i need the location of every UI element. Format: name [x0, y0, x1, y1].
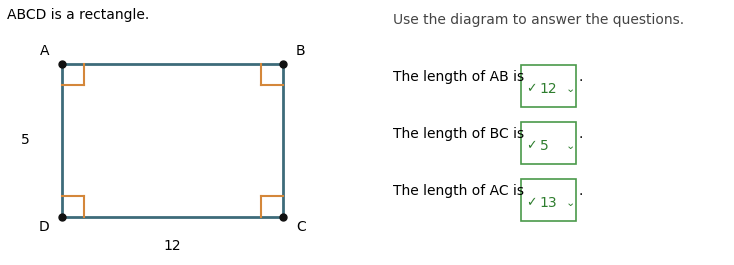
Text: The length of AB is: The length of AB is	[393, 70, 528, 84]
Text: ⌄: ⌄	[566, 141, 575, 151]
FancyBboxPatch shape	[521, 179, 576, 221]
Text: ⌄: ⌄	[566, 198, 575, 208]
Text: The length of BC is: The length of BC is	[393, 127, 528, 141]
Text: 13: 13	[539, 196, 557, 210]
Text: ✓: ✓	[526, 139, 537, 152]
Text: B: B	[296, 44, 305, 58]
Text: Use the diagram to answer the questions.: Use the diagram to answer the questions.	[393, 13, 684, 27]
FancyBboxPatch shape	[521, 122, 576, 164]
Text: 12: 12	[164, 238, 181, 253]
Text: 12: 12	[539, 82, 557, 96]
Text: C: C	[296, 220, 305, 234]
Text: D: D	[38, 220, 49, 234]
Text: A: A	[40, 44, 49, 58]
Text: ⌄: ⌄	[566, 84, 575, 94]
Text: ABCD is a rectangle.: ABCD is a rectangle.	[7, 8, 150, 22]
Text: .: .	[578, 127, 583, 141]
Text: ✓: ✓	[526, 82, 537, 95]
Text: .: .	[578, 184, 583, 198]
FancyBboxPatch shape	[521, 65, 576, 107]
Text: .: .	[578, 70, 583, 84]
Text: ✓: ✓	[526, 196, 537, 209]
Text: 5: 5	[21, 134, 30, 147]
Text: The length of AC is: The length of AC is	[393, 184, 528, 198]
Text: 5: 5	[539, 139, 548, 153]
